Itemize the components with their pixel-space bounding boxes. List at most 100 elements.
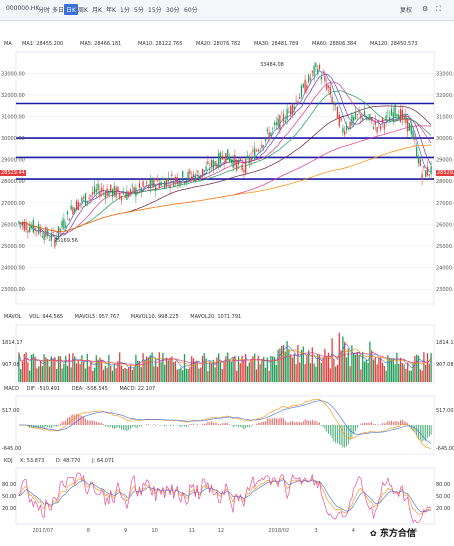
candle-body bbox=[214, 161, 216, 166]
volume-bar bbox=[417, 355, 420, 382]
kdj-tick-20: 20.00 bbox=[436, 506, 451, 512]
macd-bar bbox=[351, 425, 353, 438]
macd-bar bbox=[400, 420, 401, 425]
candle-body bbox=[290, 105, 292, 115]
volume-bar bbox=[390, 359, 393, 382]
volume-bar bbox=[358, 354, 360, 382]
macd-bar bbox=[184, 425, 185, 427]
candle-body bbox=[198, 175, 200, 181]
macd-bar bbox=[113, 425, 115, 430]
macd-bar bbox=[266, 418, 268, 425]
volume-bar bbox=[353, 353, 355, 382]
candle-body bbox=[79, 202, 81, 204]
candle-body bbox=[83, 196, 85, 199]
candle-body bbox=[90, 195, 92, 197]
candle-body bbox=[383, 124, 385, 130]
volume-bar bbox=[29, 370, 31, 382]
volume-legend-item: MAVOL10: 998.225 bbox=[130, 314, 179, 320]
macd-bar bbox=[319, 422, 320, 425]
candle-body bbox=[122, 192, 124, 195]
volume-bar bbox=[147, 357, 150, 382]
volume-bar bbox=[207, 370, 209, 382]
macd-bar bbox=[173, 425, 175, 427]
price-tick-label: 27000.00 bbox=[436, 201, 454, 207]
period-tab-year-k[interactable]: 年K bbox=[106, 7, 116, 14]
macd-bar bbox=[373, 424, 374, 425]
period-tab-fenshi[interactable]: 分时 bbox=[38, 7, 51, 14]
candle-body bbox=[371, 117, 373, 121]
volume-bar bbox=[374, 357, 376, 382]
macd-bar bbox=[214, 423, 216, 425]
macd-bar bbox=[412, 425, 414, 432]
price-tick-label-left: 31000.00 bbox=[1, 114, 25, 120]
candle-body bbox=[416, 147, 418, 158]
macd-bar bbox=[286, 422, 288, 425]
period-tab-1min[interactable]: 1分 bbox=[120, 7, 130, 14]
candle-body bbox=[70, 205, 72, 210]
candle-body bbox=[209, 168, 211, 170]
volume-bar bbox=[176, 369, 178, 382]
macd-bar bbox=[38, 425, 40, 428]
volume-bar bbox=[180, 367, 182, 382]
fullscreen-icon[interactable]: ⛶ bbox=[436, 5, 441, 13]
volume-bar bbox=[56, 368, 58, 382]
candle-body bbox=[304, 79, 306, 94]
macd-bar bbox=[232, 425, 234, 428]
period-tab-month-k[interactable]: 月K bbox=[92, 7, 102, 14]
volume-bar bbox=[416, 354, 418, 382]
volume-bar bbox=[385, 370, 387, 382]
macd-bar bbox=[428, 425, 430, 437]
macd-bar bbox=[427, 425, 428, 438]
macd-bar bbox=[347, 425, 349, 445]
macd-bar bbox=[191, 424, 193, 425]
macd-bar bbox=[81, 415, 83, 425]
candle-body bbox=[38, 224, 40, 234]
macd-bar bbox=[106, 425, 108, 427]
period-tab-day-k[interactable]: 日K bbox=[64, 4, 78, 15]
volume-bar bbox=[241, 355, 243, 382]
period-tab-5min[interactable]: 5分 bbox=[134, 7, 144, 14]
macd-bar bbox=[68, 417, 70, 425]
macd-bar bbox=[421, 425, 423, 442]
volume-bar bbox=[419, 369, 421, 382]
candle-body bbox=[327, 85, 330, 88]
macd-bar bbox=[115, 425, 117, 429]
period-tab-15min[interactable]: 15分 bbox=[148, 7, 162, 14]
macd-bar bbox=[56, 425, 58, 427]
candle-body bbox=[414, 139, 416, 141]
candle-body bbox=[412, 130, 414, 139]
volume-bar bbox=[340, 350, 342, 382]
candle-body bbox=[333, 103, 335, 106]
volume-bar bbox=[142, 353, 144, 382]
macd-bar bbox=[230, 425, 232, 426]
volume-bar bbox=[102, 369, 105, 382]
macd-bar bbox=[119, 425, 121, 429]
candle-body bbox=[227, 149, 229, 160]
adjust-menu[interactable]: 复权 bbox=[400, 7, 413, 14]
macd-bar bbox=[135, 425, 137, 428]
volume-bar bbox=[160, 362, 162, 382]
candle-body bbox=[117, 186, 119, 192]
macd-bar bbox=[94, 421, 95, 425]
macd-bar bbox=[182, 425, 184, 426]
volume-bar bbox=[257, 355, 259, 382]
ma-legend-item: MA1: 28455.200 bbox=[22, 41, 64, 47]
macd-bar bbox=[344, 425, 346, 448]
volume-bar bbox=[288, 349, 290, 382]
price-tick-label-left: 27000.00 bbox=[1, 201, 25, 207]
period-tab-duori[interactable]: 多日 bbox=[52, 7, 65, 14]
candle-body bbox=[299, 96, 301, 99]
macd-bar bbox=[76, 413, 77, 425]
volume-bar bbox=[324, 348, 326, 382]
macd-bar bbox=[252, 424, 254, 425]
macd-bar bbox=[423, 425, 425, 441]
period-tab-60min[interactable]: 60分 bbox=[184, 7, 198, 14]
period-tab-week-k[interactable]: 周K bbox=[78, 7, 88, 14]
volume-bar bbox=[59, 356, 61, 382]
stock-code-selector[interactable]: 000000.HK bbox=[6, 5, 40, 12]
volume-tick-high: 1814.17 bbox=[436, 340, 454, 346]
settings-icon[interactable]: ⚙ bbox=[422, 5, 429, 13]
volume-bar bbox=[183, 354, 186, 382]
period-tab-30min[interactable]: 30分 bbox=[166, 7, 180, 14]
candle-body bbox=[23, 221, 25, 231]
